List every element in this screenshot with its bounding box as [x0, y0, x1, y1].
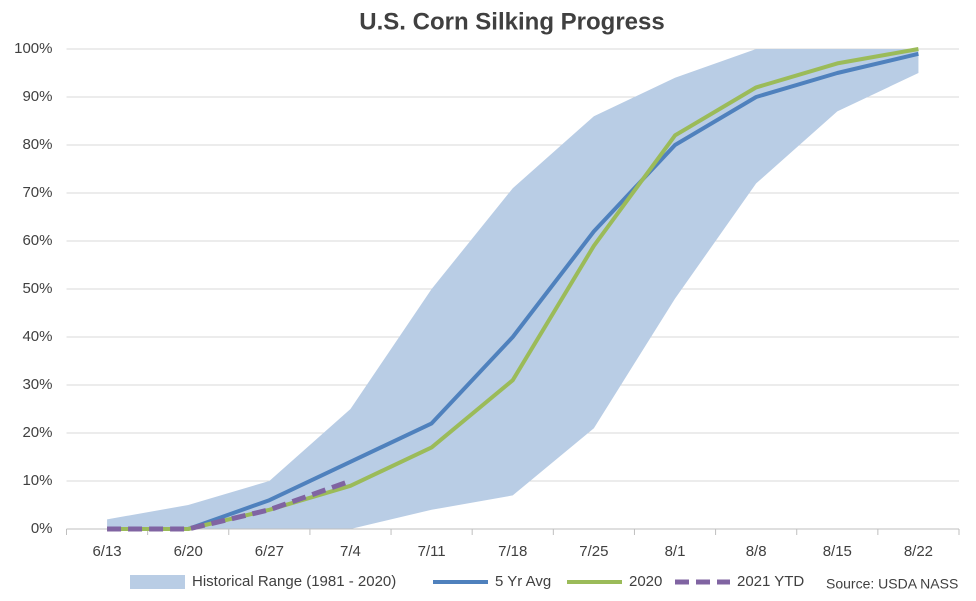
y-tick-label: 30%	[22, 376, 52, 393]
source-note: Source: USDA NASS	[826, 576, 958, 592]
x-tick-label: 7/18	[498, 543, 527, 560]
legend-label: 2020	[629, 573, 662, 590]
x-tick-label: 7/25	[579, 543, 608, 560]
legend-label: Historical Range (1981 - 2020)	[192, 573, 396, 590]
x-tick-label: 8/15	[823, 543, 852, 560]
range-band	[107, 49, 919, 529]
y-tick-label: 100%	[14, 40, 52, 57]
y-tick-label: 50%	[22, 280, 52, 297]
chart-title: U.S. Corn Silking Progress	[359, 8, 664, 35]
y-tick-label: 0%	[31, 520, 53, 537]
x-tick-label: 6/27	[255, 543, 284, 560]
x-tick-label: 7/11	[418, 543, 446, 560]
series-line	[107, 51, 919, 531]
y-tick-label: 90%	[22, 88, 52, 105]
y-tick-label: 20%	[22, 424, 52, 441]
x-tick-label: 6/13	[92, 543, 121, 560]
x-tick-label: 6/20	[174, 543, 203, 560]
y-tick-label: 40%	[22, 328, 52, 345]
y-tick-label: 70%	[22, 184, 52, 201]
y-tick-label: 80%	[22, 136, 52, 153]
x-tick-label: 8/8	[746, 543, 767, 560]
legend-label: 2021 YTD	[737, 573, 804, 590]
y-tick-label: 10%	[22, 472, 52, 489]
x-tick-label: 7/4	[340, 543, 361, 560]
x-tick-label: 8/1	[665, 543, 686, 560]
legend-swatch	[130, 575, 185, 589]
legend-label: 5 Yr Avg	[495, 573, 551, 590]
x-tick-label: 8/22	[904, 543, 933, 560]
y-tick-label: 60%	[22, 232, 52, 249]
